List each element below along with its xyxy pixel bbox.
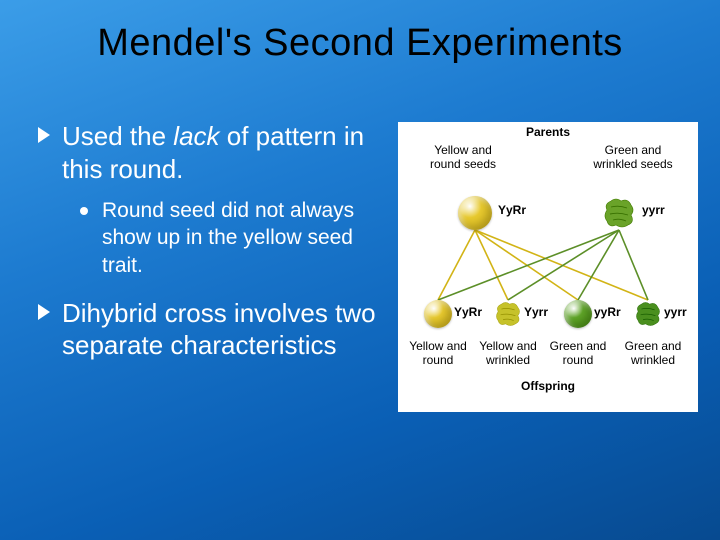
bullet-item-1-sub: Round seed did not always show up in the… bbox=[80, 197, 378, 279]
bullet-2-text: Dihybrid cross involves two separate cha… bbox=[62, 297, 378, 362]
bullet-item-2: Dihybrid cross involves two separate cha… bbox=[38, 297, 378, 362]
bullet-1-sub-text: Round seed did not always show up in the… bbox=[102, 197, 378, 279]
slide: Mendel's Second Experiments Used the lac… bbox=[0, 0, 720, 540]
offspring-desc-2: Green and round bbox=[546, 340, 610, 368]
offspring-seed-2 bbox=[564, 300, 592, 328]
parent-left-geno: YyRr bbox=[498, 204, 526, 218]
parent-right-geno: yyrr bbox=[642, 204, 665, 218]
offspring-geno-0: YyRr bbox=[454, 306, 482, 320]
offspring-geno-2: yyRr bbox=[594, 306, 621, 320]
offspring-geno-1: Yyrr bbox=[524, 306, 548, 320]
slide-title: Mendel's Second Experiments bbox=[0, 22, 720, 65]
offspring-label: Offspring bbox=[398, 380, 698, 394]
content-area: Used the lack of pattern in this round. … bbox=[38, 120, 378, 374]
arrow-icon bbox=[38, 127, 54, 143]
parent-left-seed bbox=[458, 196, 492, 230]
dihybrid-diagram: Parents Yellow and round seeds Green and… bbox=[398, 122, 698, 412]
offspring-desc-3: Green and wrinkled bbox=[616, 340, 690, 368]
offspring-seed-1 bbox=[494, 300, 522, 328]
offspring-geno-3: yyrr bbox=[664, 306, 687, 320]
bullet-1-text: Used the lack of pattern in this round. bbox=[62, 120, 378, 185]
arrow-icon bbox=[38, 304, 54, 320]
offspring-desc-0: Yellow and round bbox=[406, 340, 470, 368]
bullet-1-pre: Used the bbox=[62, 121, 173, 151]
offspring-seed-3 bbox=[634, 300, 662, 328]
bullet-1-italic: lack bbox=[173, 121, 219, 151]
offspring-desc-1: Yellow and wrinkled bbox=[476, 340, 540, 368]
offspring-seed-0 bbox=[424, 300, 452, 328]
parent-right-seed bbox=[602, 196, 636, 230]
cross-lines bbox=[398, 122, 698, 412]
disc-icon bbox=[80, 207, 88, 215]
bullet-item-1: Used the lack of pattern in this round. bbox=[38, 120, 378, 185]
